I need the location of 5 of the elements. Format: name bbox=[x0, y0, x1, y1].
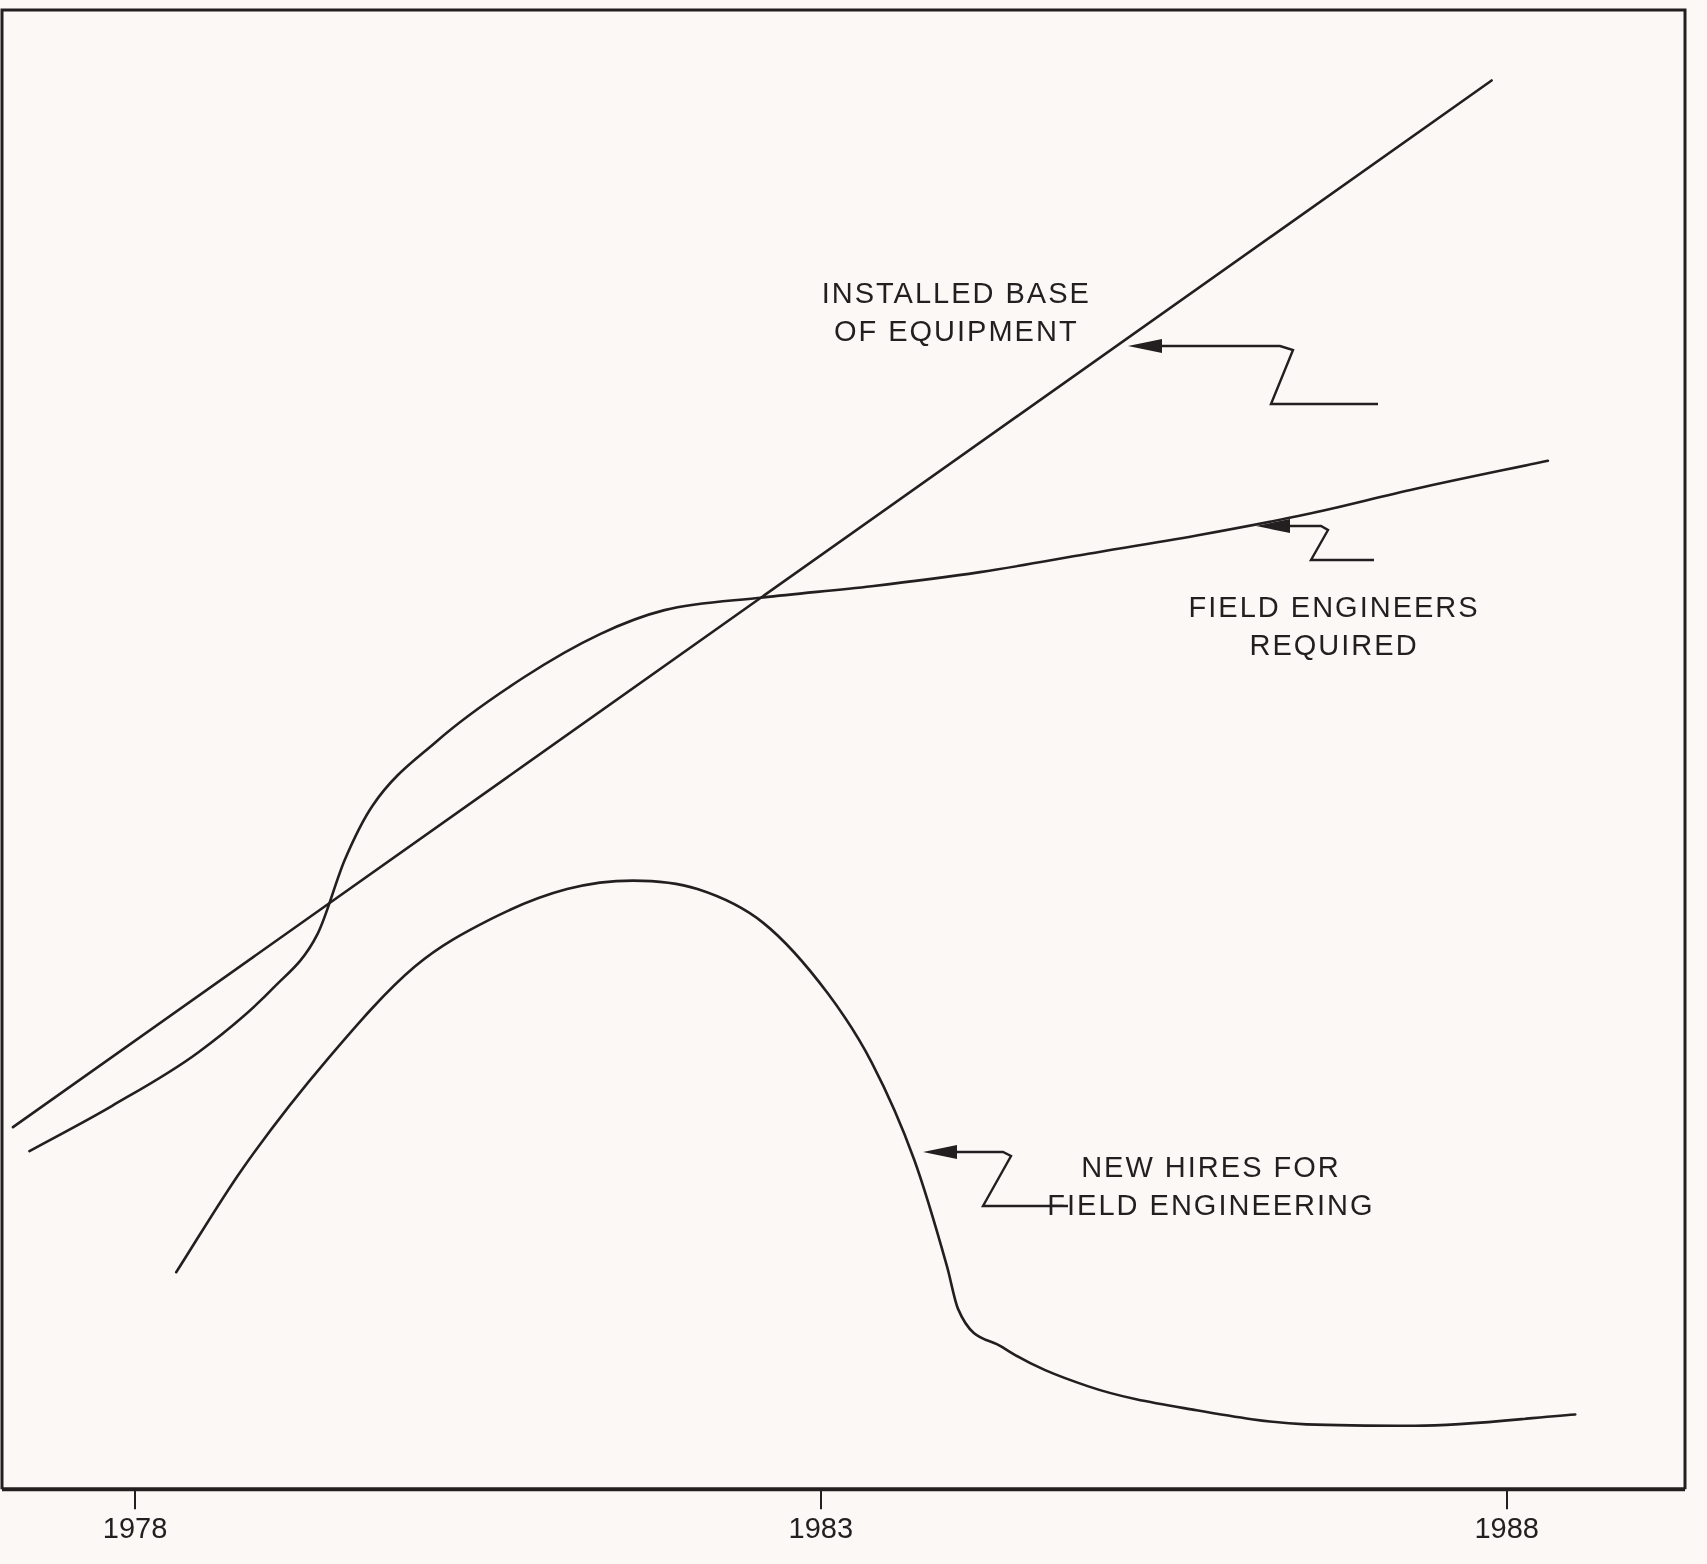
x-tick-label: 1988 bbox=[1474, 1511, 1539, 1544]
series-label: INSTALLED BASE OF EQUIPMENT bbox=[821, 276, 1091, 350]
series-label: FIELD ENGINEERS REQUIRED bbox=[1188, 590, 1480, 664]
x-tick-label: 1983 bbox=[788, 1511, 854, 1544]
x-tick-label: 1978 bbox=[102, 1511, 168, 1544]
